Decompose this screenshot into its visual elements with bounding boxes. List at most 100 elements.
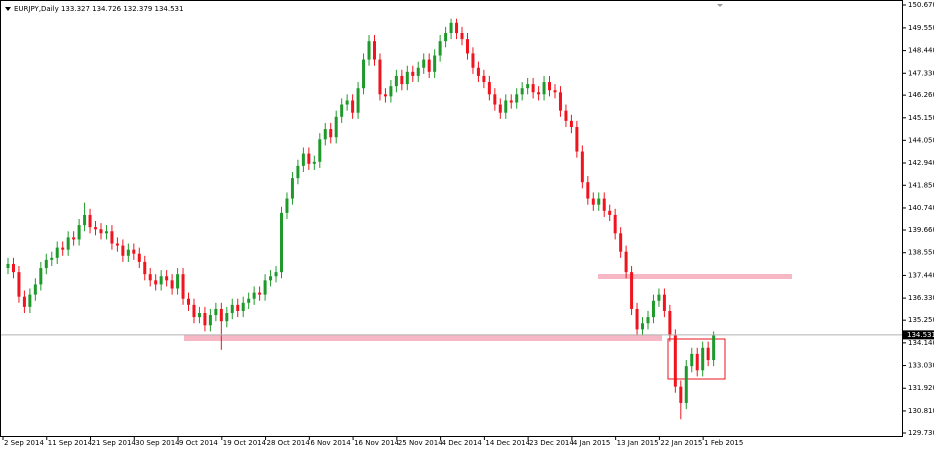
candle-body bbox=[83, 214, 87, 226]
candle-body bbox=[597, 198, 601, 205]
candle-body bbox=[301, 153, 305, 166]
y-tick-label: 144.050 bbox=[908, 136, 934, 144]
y-tick-label: 129.730 bbox=[908, 429, 934, 437]
candle-body bbox=[383, 94, 387, 97]
candle-body bbox=[504, 100, 508, 113]
candle-body bbox=[318, 139, 322, 162]
candle-body bbox=[367, 41, 371, 60]
candle-body bbox=[187, 298, 191, 305]
candle-body bbox=[77, 225, 81, 240]
resistance-zone bbox=[598, 274, 792, 279]
candle-body bbox=[203, 313, 207, 326]
candle-body bbox=[197, 313, 201, 318]
candle-body bbox=[362, 59, 366, 89]
candle-body bbox=[28, 294, 32, 307]
y-tick-label: 145.150 bbox=[908, 114, 934, 122]
candle-body bbox=[165, 276, 169, 281]
x-tick-label: 23 Dec 2014 bbox=[529, 439, 574, 447]
candle-body bbox=[132, 249, 136, 254]
candle-body bbox=[706, 347, 710, 361]
menu-arrow[interactable] bbox=[5, 7, 11, 11]
y-tick-label: 135.250 bbox=[908, 316, 934, 324]
x-tick-label: 21 Sep 2014 bbox=[92, 439, 137, 447]
candle-body bbox=[192, 304, 196, 318]
candle-body bbox=[520, 88, 524, 95]
candle-body bbox=[427, 59, 431, 72]
candle-body bbox=[334, 116, 338, 138]
candle-body bbox=[564, 110, 568, 121]
x-tick-label: 2 Sep 2014 bbox=[4, 439, 44, 447]
candle-body bbox=[88, 214, 92, 228]
candle-body bbox=[39, 268, 43, 285]
candle-body bbox=[263, 280, 267, 295]
x-tick-label: 4 Dec 2014 bbox=[442, 439, 483, 447]
candle-body bbox=[487, 82, 491, 95]
candle-body bbox=[61, 247, 65, 250]
range-box bbox=[667, 338, 726, 380]
y-tick-label: 149.550 bbox=[908, 24, 934, 32]
candle-body bbox=[33, 284, 37, 295]
y-tick-label: 139.660 bbox=[908, 226, 934, 234]
candle-body bbox=[509, 100, 513, 103]
candle-body bbox=[121, 245, 125, 256]
candle-body bbox=[651, 300, 655, 318]
candle-body bbox=[438, 41, 442, 56]
candle-body bbox=[586, 182, 590, 199]
candle-body bbox=[444, 33, 448, 42]
candle-body bbox=[143, 261, 147, 275]
candle-body bbox=[498, 104, 502, 113]
candle-body bbox=[225, 313, 229, 322]
candle-body bbox=[542, 82, 546, 95]
x-tick-label: 19 Oct 2014 bbox=[223, 439, 267, 447]
candle-body bbox=[340, 104, 344, 117]
scroll-arrow[interactable] bbox=[717, 4, 723, 7]
candle-body bbox=[241, 302, 245, 311]
candle-body bbox=[575, 127, 579, 152]
candle-body bbox=[712, 335, 716, 361]
candle-body bbox=[630, 272, 634, 309]
candle-body bbox=[465, 39, 469, 54]
candle-body bbox=[115, 243, 119, 246]
x-tick-label: 11 Sep 2014 bbox=[48, 439, 93, 447]
candle-body bbox=[526, 84, 530, 89]
y-tick-label: 131.920 bbox=[908, 384, 934, 392]
y-tick-label: 137.440 bbox=[908, 271, 934, 279]
y-tick-label: 136.330 bbox=[908, 294, 934, 302]
y-tick-label: 148.440 bbox=[908, 47, 934, 55]
candle-body bbox=[22, 296, 26, 307]
y-tick-label: 142.940 bbox=[908, 159, 934, 167]
candle-body bbox=[400, 75, 404, 85]
y-tick-label: 146.260 bbox=[908, 91, 934, 99]
candle-body bbox=[208, 315, 212, 326]
x-tick-label: 28 Oct 2014 bbox=[267, 439, 311, 447]
candle-body bbox=[476, 67, 480, 76]
candle-body bbox=[323, 129, 327, 140]
candle-body bbox=[591, 198, 595, 205]
candle-body bbox=[668, 310, 672, 336]
candle-body bbox=[531, 84, 535, 93]
candle-body bbox=[154, 280, 158, 285]
y-tick-label: 150.670 bbox=[908, 1, 934, 9]
candle-body bbox=[433, 55, 437, 72]
candle-body bbox=[269, 276, 273, 281]
candle-body bbox=[329, 129, 333, 138]
candle-body bbox=[679, 386, 683, 403]
candle-body bbox=[673, 335, 677, 387]
candle-body bbox=[290, 178, 294, 199]
candle-body bbox=[11, 263, 15, 273]
candle-body bbox=[684, 366, 688, 403]
candle-body bbox=[455, 22, 459, 34]
y-tick-label: 134.140 bbox=[908, 339, 934, 347]
y-tick-label: 140.740 bbox=[908, 204, 934, 212]
candle-body bbox=[449, 22, 453, 34]
candle-body bbox=[372, 41, 376, 60]
plot-frame bbox=[0, 0, 903, 437]
candle-body bbox=[619, 233, 623, 252]
candle-body bbox=[236, 304, 240, 311]
candle-body bbox=[312, 161, 316, 164]
candle-body bbox=[230, 304, 234, 314]
candle-body bbox=[471, 53, 475, 68]
candle-body bbox=[389, 86, 393, 97]
candle-body bbox=[482, 75, 486, 83]
